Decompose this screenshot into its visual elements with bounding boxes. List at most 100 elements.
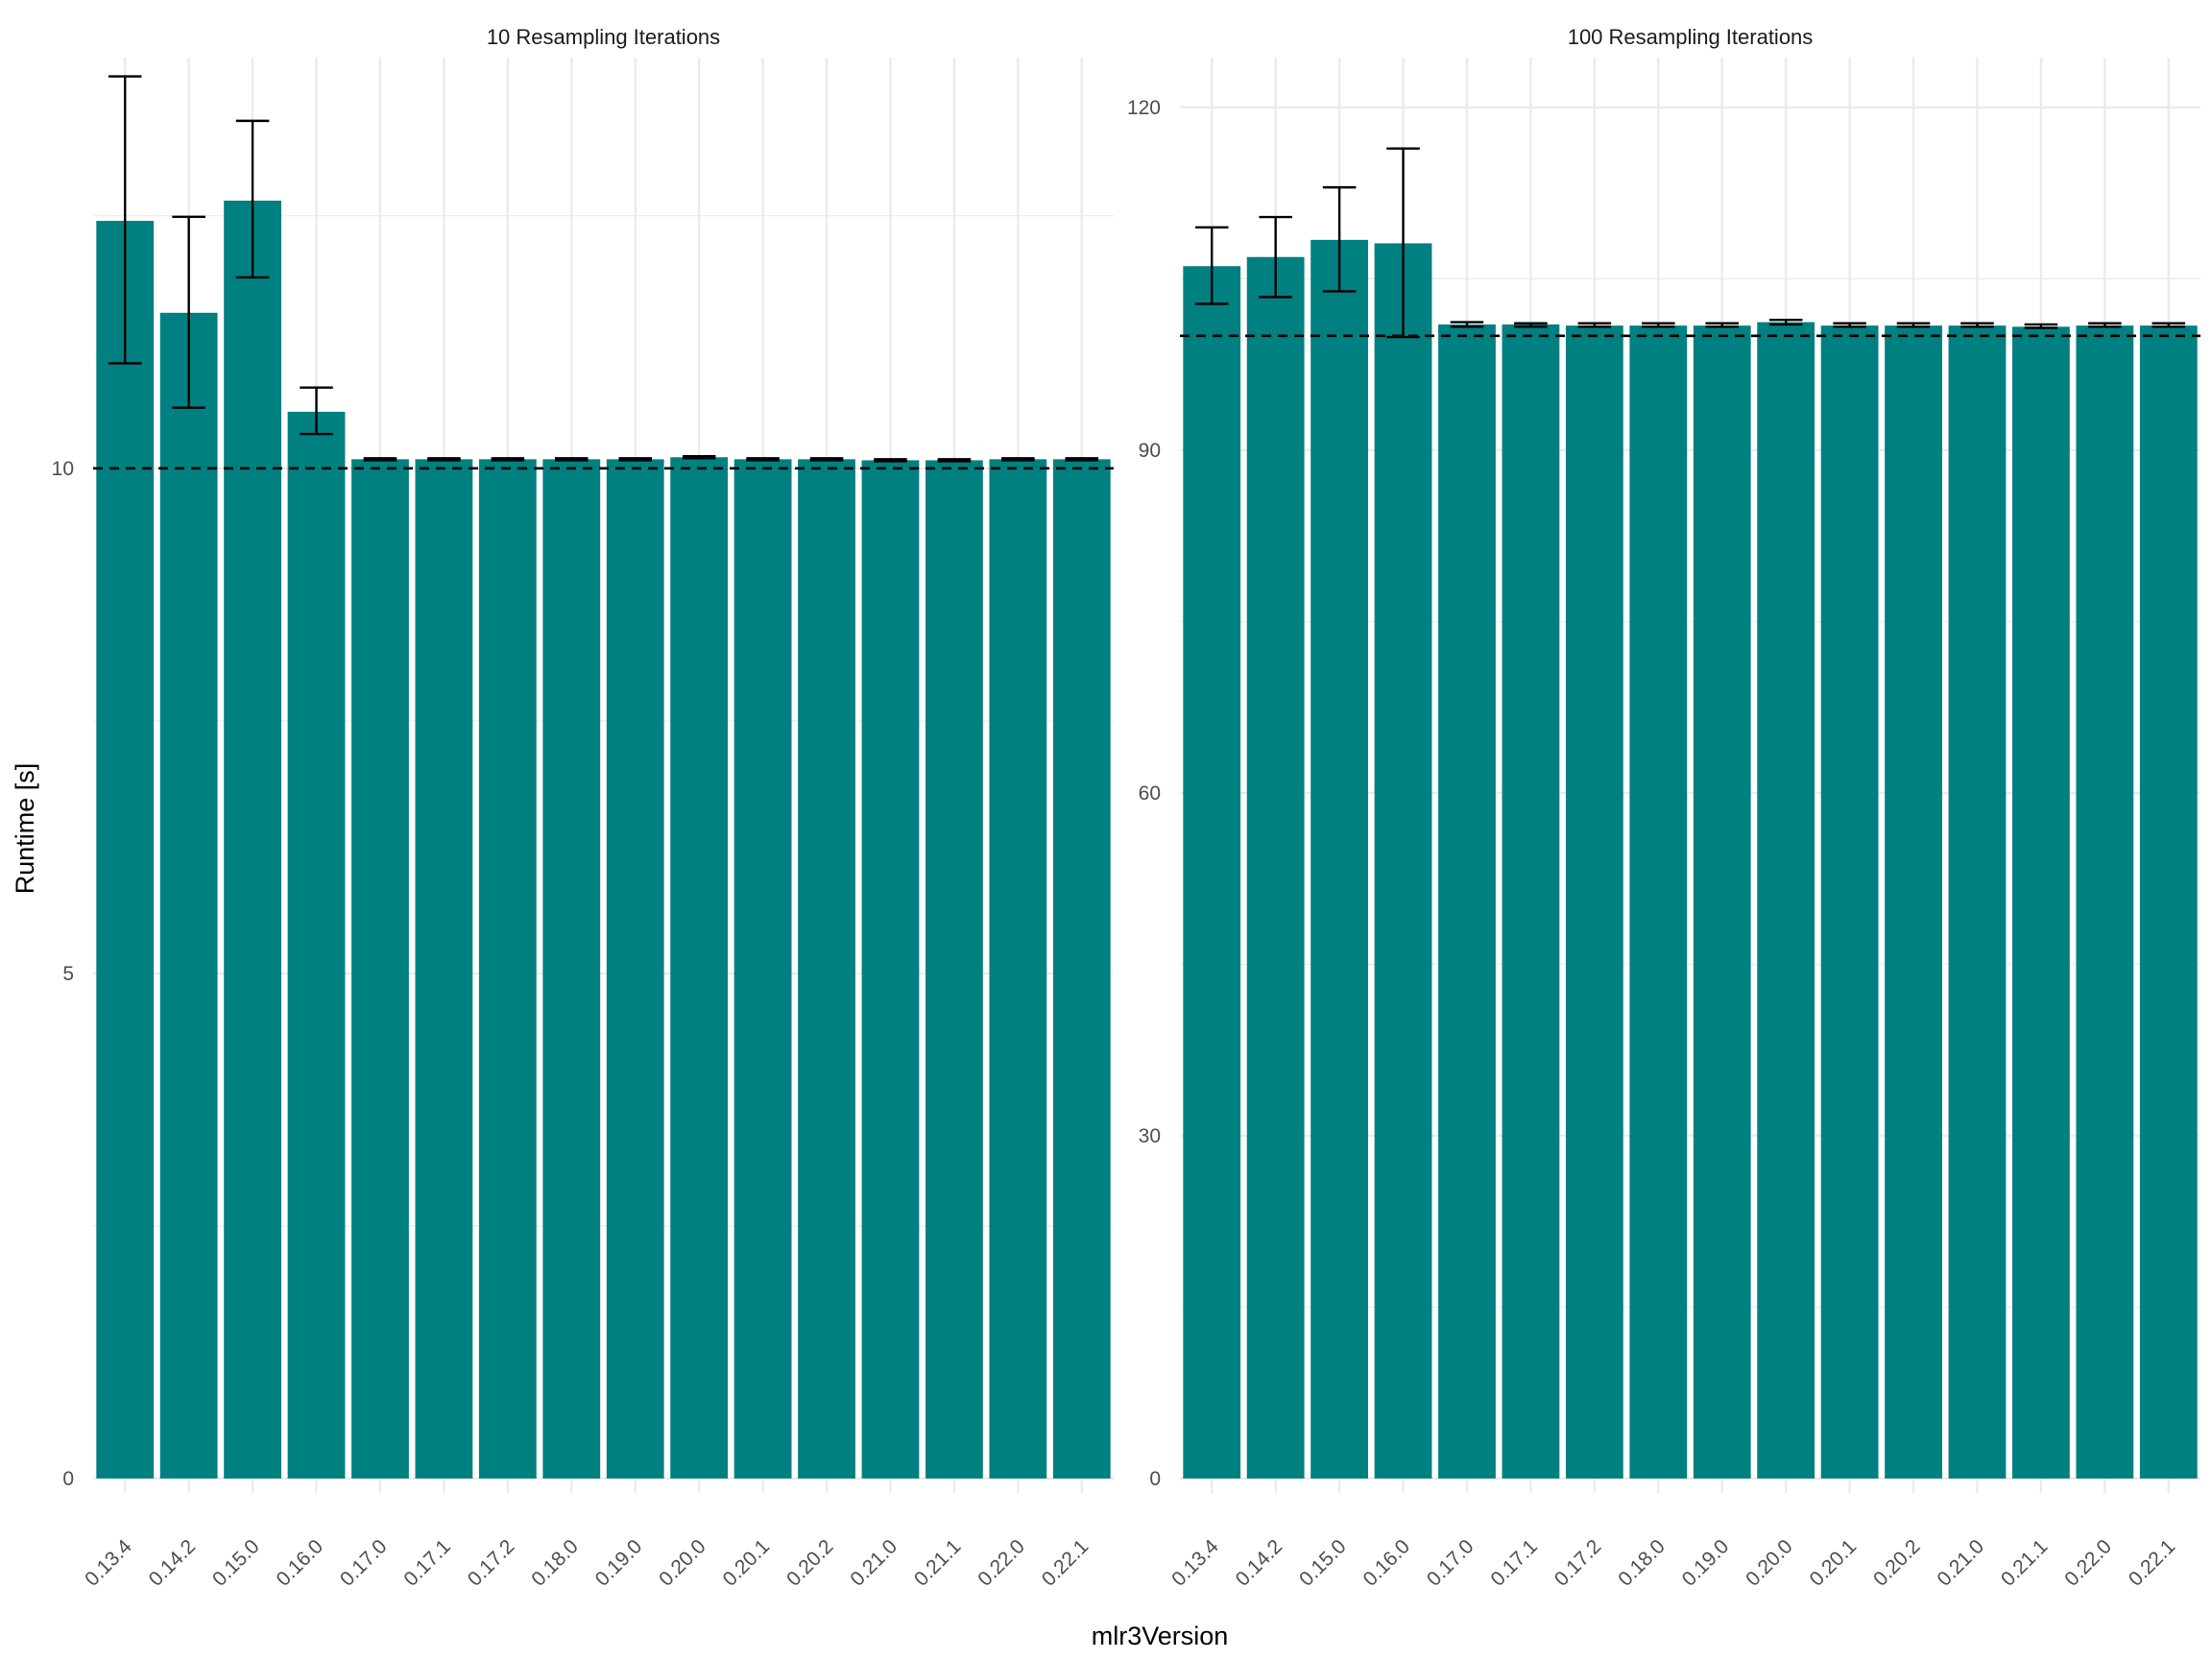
x-tick-label: 0.21.0 xyxy=(846,1535,902,1591)
x-tick-label: 0.18.0 xyxy=(1614,1535,1670,1591)
error-bar-0.17.2 xyxy=(1577,322,1612,328)
y-axis-title: Runtime [s] xyxy=(11,763,39,895)
x-tick-label: 0.17.1 xyxy=(399,1535,455,1591)
error-bar-0.13.4 xyxy=(108,75,142,365)
x-tick-label: 0.13.4 xyxy=(81,1535,136,1591)
x-tick-label: 0.22.1 xyxy=(2125,1535,2180,1591)
bar-0.17.2 xyxy=(1565,325,1623,1479)
error-bar-0.13.4 xyxy=(1194,226,1229,305)
x-tick-label: 0.18.0 xyxy=(527,1535,583,1591)
y-tick-label: 30 xyxy=(1139,1125,1161,1147)
error-bar-0.20.1 xyxy=(1833,322,1866,328)
bar-0.14.2 xyxy=(1246,256,1305,1479)
error-bar-0.16.0 xyxy=(300,386,333,436)
x-tick-label: 0.22.0 xyxy=(2060,1535,2116,1591)
x-tick-label: 0.22.0 xyxy=(974,1535,1029,1591)
x-tick-label: 0.20.1 xyxy=(1806,1535,1862,1591)
bar-0.21.0 xyxy=(1948,325,2007,1479)
x-tick-label: 0.16.0 xyxy=(273,1535,328,1591)
error-bar-0.15.0 xyxy=(1322,185,1357,293)
y-tick-label: 0 xyxy=(62,1468,74,1490)
error-bar-0.21.0 xyxy=(1960,322,1994,328)
x-tick-label: 0.22.1 xyxy=(1038,1535,1094,1591)
error-bar-0.17.1 xyxy=(1514,322,1548,328)
bar-0.13.4 xyxy=(1183,266,1241,1479)
x-tick-label: 0.14.2 xyxy=(1232,1535,1287,1591)
bar-0.22.0 xyxy=(2076,325,2134,1479)
x-tick-label: 0.19.0 xyxy=(591,1535,647,1591)
bar-0.20.0 xyxy=(670,457,729,1479)
panel-1: 0 5 10 0.13.4 0.14.2 0.15.0 0.16.0 0.17.0 0.17.1… xyxy=(52,25,1114,1591)
bar-0.20.1 xyxy=(1820,325,1879,1479)
error-bar-0.20.2 xyxy=(1896,322,1931,328)
bar-0.22.1 xyxy=(2139,325,2198,1479)
error-bar-0.20.0 xyxy=(1768,318,1803,326)
error-bar-0.14.2 xyxy=(1259,215,1292,299)
bar-0.15.0 xyxy=(224,201,281,1479)
x-tick-label: 0.17.0 xyxy=(336,1535,392,1591)
error-bar-0.17.0 xyxy=(1450,321,1484,328)
x-tick-label: 0.15.0 xyxy=(1295,1535,1351,1591)
error-bar-0.19.0 xyxy=(1705,322,1739,328)
x-tick-label: 0.20.2 xyxy=(782,1535,838,1591)
error-bar-0.21.0 xyxy=(874,458,907,463)
error-bar-0.17.0 xyxy=(363,457,397,462)
x-tick-label: 0.14.2 xyxy=(145,1535,201,1591)
bar-0.20.1 xyxy=(733,459,792,1479)
error-bar-0.21.1 xyxy=(937,458,972,463)
x-tick-label: 0.21.1 xyxy=(910,1535,966,1591)
error-bar-0.18.0 xyxy=(555,457,589,462)
x-tick-label: 0.17.2 xyxy=(1551,1535,1606,1591)
x-tick-label: 0.19.0 xyxy=(1678,1535,1734,1591)
error-bar-0.22.1 xyxy=(2152,322,2186,328)
y-tick-label: 120 xyxy=(1127,97,1161,119)
error-bar-0.15.0 xyxy=(235,119,270,279)
bar-0.22.1 xyxy=(1052,459,1111,1479)
y-tick-label: 60 xyxy=(1139,782,1161,805)
error-bar-0.20.0 xyxy=(682,455,716,460)
x-tick-label: 0.20.2 xyxy=(1869,1535,1925,1591)
x-tick-label: 0.17.1 xyxy=(1486,1535,1542,1591)
bar-0.20.2 xyxy=(798,459,855,1479)
x-tick-label: 0.21.0 xyxy=(1933,1535,1988,1591)
error-bar-0.14.2 xyxy=(172,215,205,409)
y-tick-label: 10 xyxy=(52,458,74,480)
x-tick-label: 0.15.0 xyxy=(208,1535,264,1591)
error-bar-0.20.2 xyxy=(809,457,844,462)
bar-0.17.1 xyxy=(1502,324,1560,1479)
bar-0.21.1 xyxy=(926,460,983,1479)
y-tick-label: 5 xyxy=(62,963,74,985)
facet-title: 100 Resampling Iterations xyxy=(1568,25,1814,49)
bar-0.19.0 xyxy=(1693,325,1751,1479)
bar-0.19.0 xyxy=(606,459,664,1479)
y-tick-label: 90 xyxy=(1139,440,1161,462)
bar-0.13.4 xyxy=(96,221,155,1479)
error-bar-0.20.1 xyxy=(746,457,780,462)
error-bar-0.18.0 xyxy=(1642,322,1675,328)
error-bar-0.19.0 xyxy=(618,457,652,462)
x-tick-label: 0.17.0 xyxy=(1423,1535,1479,1591)
bar-0.17.2 xyxy=(478,459,537,1479)
x-tick-label: 0.20.0 xyxy=(1742,1535,1797,1591)
x-axis-title: mlr3Version xyxy=(1092,1622,1229,1650)
error-bar-0.22.1 xyxy=(1065,457,1099,462)
bar-0.15.0 xyxy=(1310,239,1368,1479)
x-tick-label: 0.20.1 xyxy=(719,1535,775,1591)
panel-2: 0 30 60 90 120 0.13.4 0.14.2 0.15.0 0.16.0 0.17.0… xyxy=(1127,25,2200,1591)
bar-0.18.0 xyxy=(1629,325,1688,1479)
bar-0.17.0 xyxy=(351,459,409,1479)
bar-0.18.0 xyxy=(542,459,601,1479)
error-bar-0.21.1 xyxy=(2024,323,2058,329)
x-tick-label: 0.21.1 xyxy=(1997,1535,2053,1591)
bar-0.14.2 xyxy=(159,312,218,1479)
facet-title: 10 Resampling Iterations xyxy=(487,25,720,49)
bar-0.22.0 xyxy=(989,459,1047,1479)
bar-0.21.0 xyxy=(861,460,920,1479)
x-tick-label: 0.17.2 xyxy=(464,1535,519,1591)
bar-0.17.1 xyxy=(415,459,473,1479)
bar-0.16.0 xyxy=(287,411,346,1479)
bar-0.17.0 xyxy=(1438,324,1496,1479)
error-bar-0.22.0 xyxy=(1001,457,1035,462)
bar-0.21.1 xyxy=(2012,326,2070,1479)
